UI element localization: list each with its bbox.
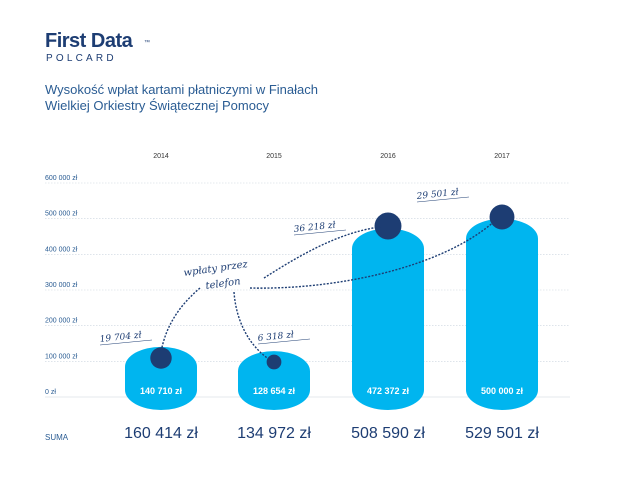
total-2015: 134 972 zł xyxy=(237,425,311,442)
suma-label: SUMA xyxy=(45,433,69,442)
bar-2017 xyxy=(466,218,538,410)
total-2014: 160 414 zł xyxy=(124,425,198,442)
brand-subtitle: POLCARD xyxy=(46,53,117,64)
phone-dot-2016 xyxy=(374,212,402,240)
bar-value-label-2014: 140 710 zł xyxy=(140,386,183,396)
y-tick-label-5: 500 000 zł xyxy=(45,211,78,218)
connector-2016 xyxy=(263,226,381,279)
connector-2015 xyxy=(233,291,271,361)
bar-2015 xyxy=(238,351,310,410)
phone-value-label-2016: 36 218 zł xyxy=(293,221,336,235)
phone-value-underline-2017 xyxy=(416,196,470,203)
y-tick-label-4: 400 000 zł xyxy=(45,246,78,253)
chart-title-line-1: Wysokość wpłat kartami płatniczymi w Fin… xyxy=(45,82,318,97)
annotation-line-2: telefon xyxy=(205,276,241,292)
phone-dot-2017 xyxy=(489,204,515,230)
phone-value-underline-2015 xyxy=(257,338,311,345)
phone-dot-2014 xyxy=(150,347,172,369)
phone-value-underline-2016 xyxy=(293,229,347,236)
total-2017: 529 501 zł xyxy=(465,425,539,442)
x-tick-label-2017: 2017 xyxy=(494,153,510,160)
total-2016: 508 590 zł xyxy=(351,425,425,442)
phone-value-underline-2014 xyxy=(99,339,153,346)
bar-value-label-2017: 500 000 zł xyxy=(481,386,524,396)
bar-value-label-2016: 472 372 zł xyxy=(367,386,410,396)
phone-value-label-2017: 29 501 zł xyxy=(415,188,459,202)
bar-value-label-2015: 128 654 zł xyxy=(253,386,296,396)
phone-value-label-2015: 6 318 zł xyxy=(257,330,294,344)
y-tick-label-3: 300 000 zł xyxy=(45,282,78,289)
y-tick-label-6: 600 000 zł xyxy=(45,175,78,182)
bar-2016 xyxy=(352,228,424,410)
brand-trademark: ™ xyxy=(144,40,150,46)
x-tick-label-2016: 2016 xyxy=(380,153,396,160)
bar-2014 xyxy=(125,346,197,410)
phone-dot-2015 xyxy=(266,354,282,370)
y-tick-label-1: 100 000 zł xyxy=(45,353,78,360)
y-tick-label-2: 200 000 zł xyxy=(45,318,78,325)
x-tick-label-2015: 2015 xyxy=(266,153,282,160)
brand-logo: First Data xyxy=(45,30,133,52)
x-tick-label-2014: 2014 xyxy=(153,153,169,160)
chart-title-line-2: Wielkiej Orkiestry Świątecznej Pomocy xyxy=(45,98,269,113)
connector-2014 xyxy=(160,287,201,353)
y-tick-label-0: 0 zł xyxy=(45,389,56,396)
phone-value-label-2014: 19 704 zł xyxy=(99,331,142,345)
connector-2017 xyxy=(249,219,497,289)
